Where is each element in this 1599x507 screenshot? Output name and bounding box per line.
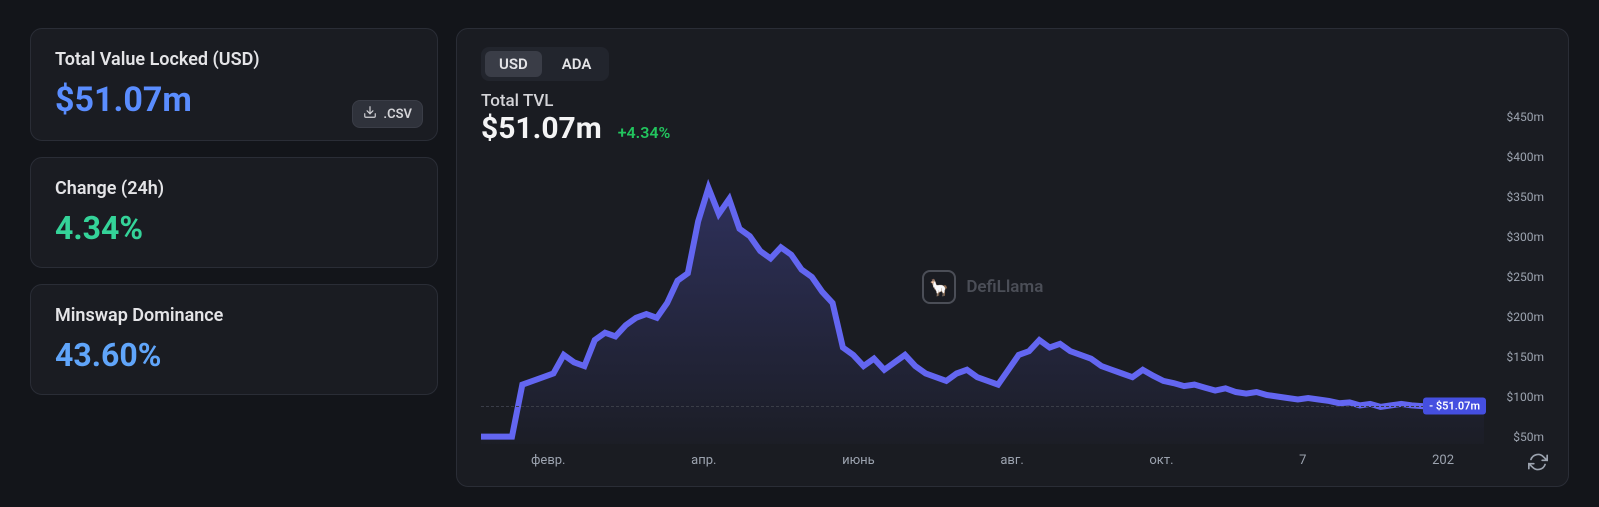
chart-panel: USD ADA Total TVL $51.07m +4.34% - $51.0…: [456, 28, 1569, 487]
y-tick-label: $450m: [1490, 110, 1544, 124]
chart-svg: [481, 110, 1484, 444]
x-tick-label: окт.: [1149, 453, 1173, 468]
stats-sidebar: Total Value Locked (USD) $51.07m .CSV Ch…: [30, 28, 438, 487]
currency-tabs: USD ADA: [481, 47, 609, 81]
y-tick-label: $250m: [1490, 270, 1544, 284]
tvl-label: Total Value Locked (USD): [55, 49, 413, 70]
y-tick-label: $50m: [1490, 430, 1544, 444]
tvl-card: Total Value Locked (USD) $51.07m .CSV: [30, 28, 438, 141]
change-value: 4.34%: [55, 209, 413, 247]
refresh-icon: [1528, 452, 1548, 472]
y-tick-label: $200m: [1490, 310, 1544, 324]
download-icon: [363, 105, 377, 123]
x-tick-label: 202: [1432, 453, 1454, 468]
dominance-value: 43.60%: [55, 336, 413, 374]
chart-title: Total TVL: [481, 91, 1544, 111]
current-value-badge: - $51.07m: [1423, 398, 1486, 415]
y-tick-label: $150m: [1490, 350, 1544, 364]
x-tick-label: апр.: [691, 453, 716, 468]
x-tick-label: февр.: [531, 453, 566, 468]
dominance-label: Minswap Dominance: [55, 305, 413, 326]
dominance-card: Minswap Dominance 43.60%: [30, 284, 438, 395]
change-label: Change (24h): [55, 178, 413, 199]
y-tick-label: $300m: [1490, 230, 1544, 244]
download-csv-button[interactable]: .CSV: [352, 100, 423, 128]
y-tick-label: $100m: [1490, 390, 1544, 404]
x-axis-labels: февр. апр. июнь авг. окт. 7 202: [481, 453, 1484, 468]
tab-ada[interactable]: ADA: [548, 51, 606, 77]
x-tick-label: июнь: [842, 453, 875, 468]
chart-plot[interactable]: - $51.07m 🦙 DefiLlama: [481, 110, 1484, 444]
change-card: Change (24h) 4.34%: [30, 157, 438, 268]
tab-usd[interactable]: USD: [485, 51, 542, 77]
current-value-line: [481, 406, 1484, 407]
y-tick-label: $400m: [1490, 150, 1544, 164]
y-tick-label: $350m: [1490, 190, 1544, 204]
chart-area: - $51.07m 🦙 DefiLlama $450m $400m $350m $30…: [481, 110, 1544, 474]
x-tick-label: авг.: [1000, 453, 1023, 468]
x-tick-label: 7: [1299, 453, 1306, 468]
refresh-button[interactable]: [1528, 452, 1548, 472]
y-axis-labels: $450m $400m $350m $300m $250m $200m $150m $100m…: [1490, 110, 1544, 444]
csv-label: .CSV: [383, 107, 412, 122]
